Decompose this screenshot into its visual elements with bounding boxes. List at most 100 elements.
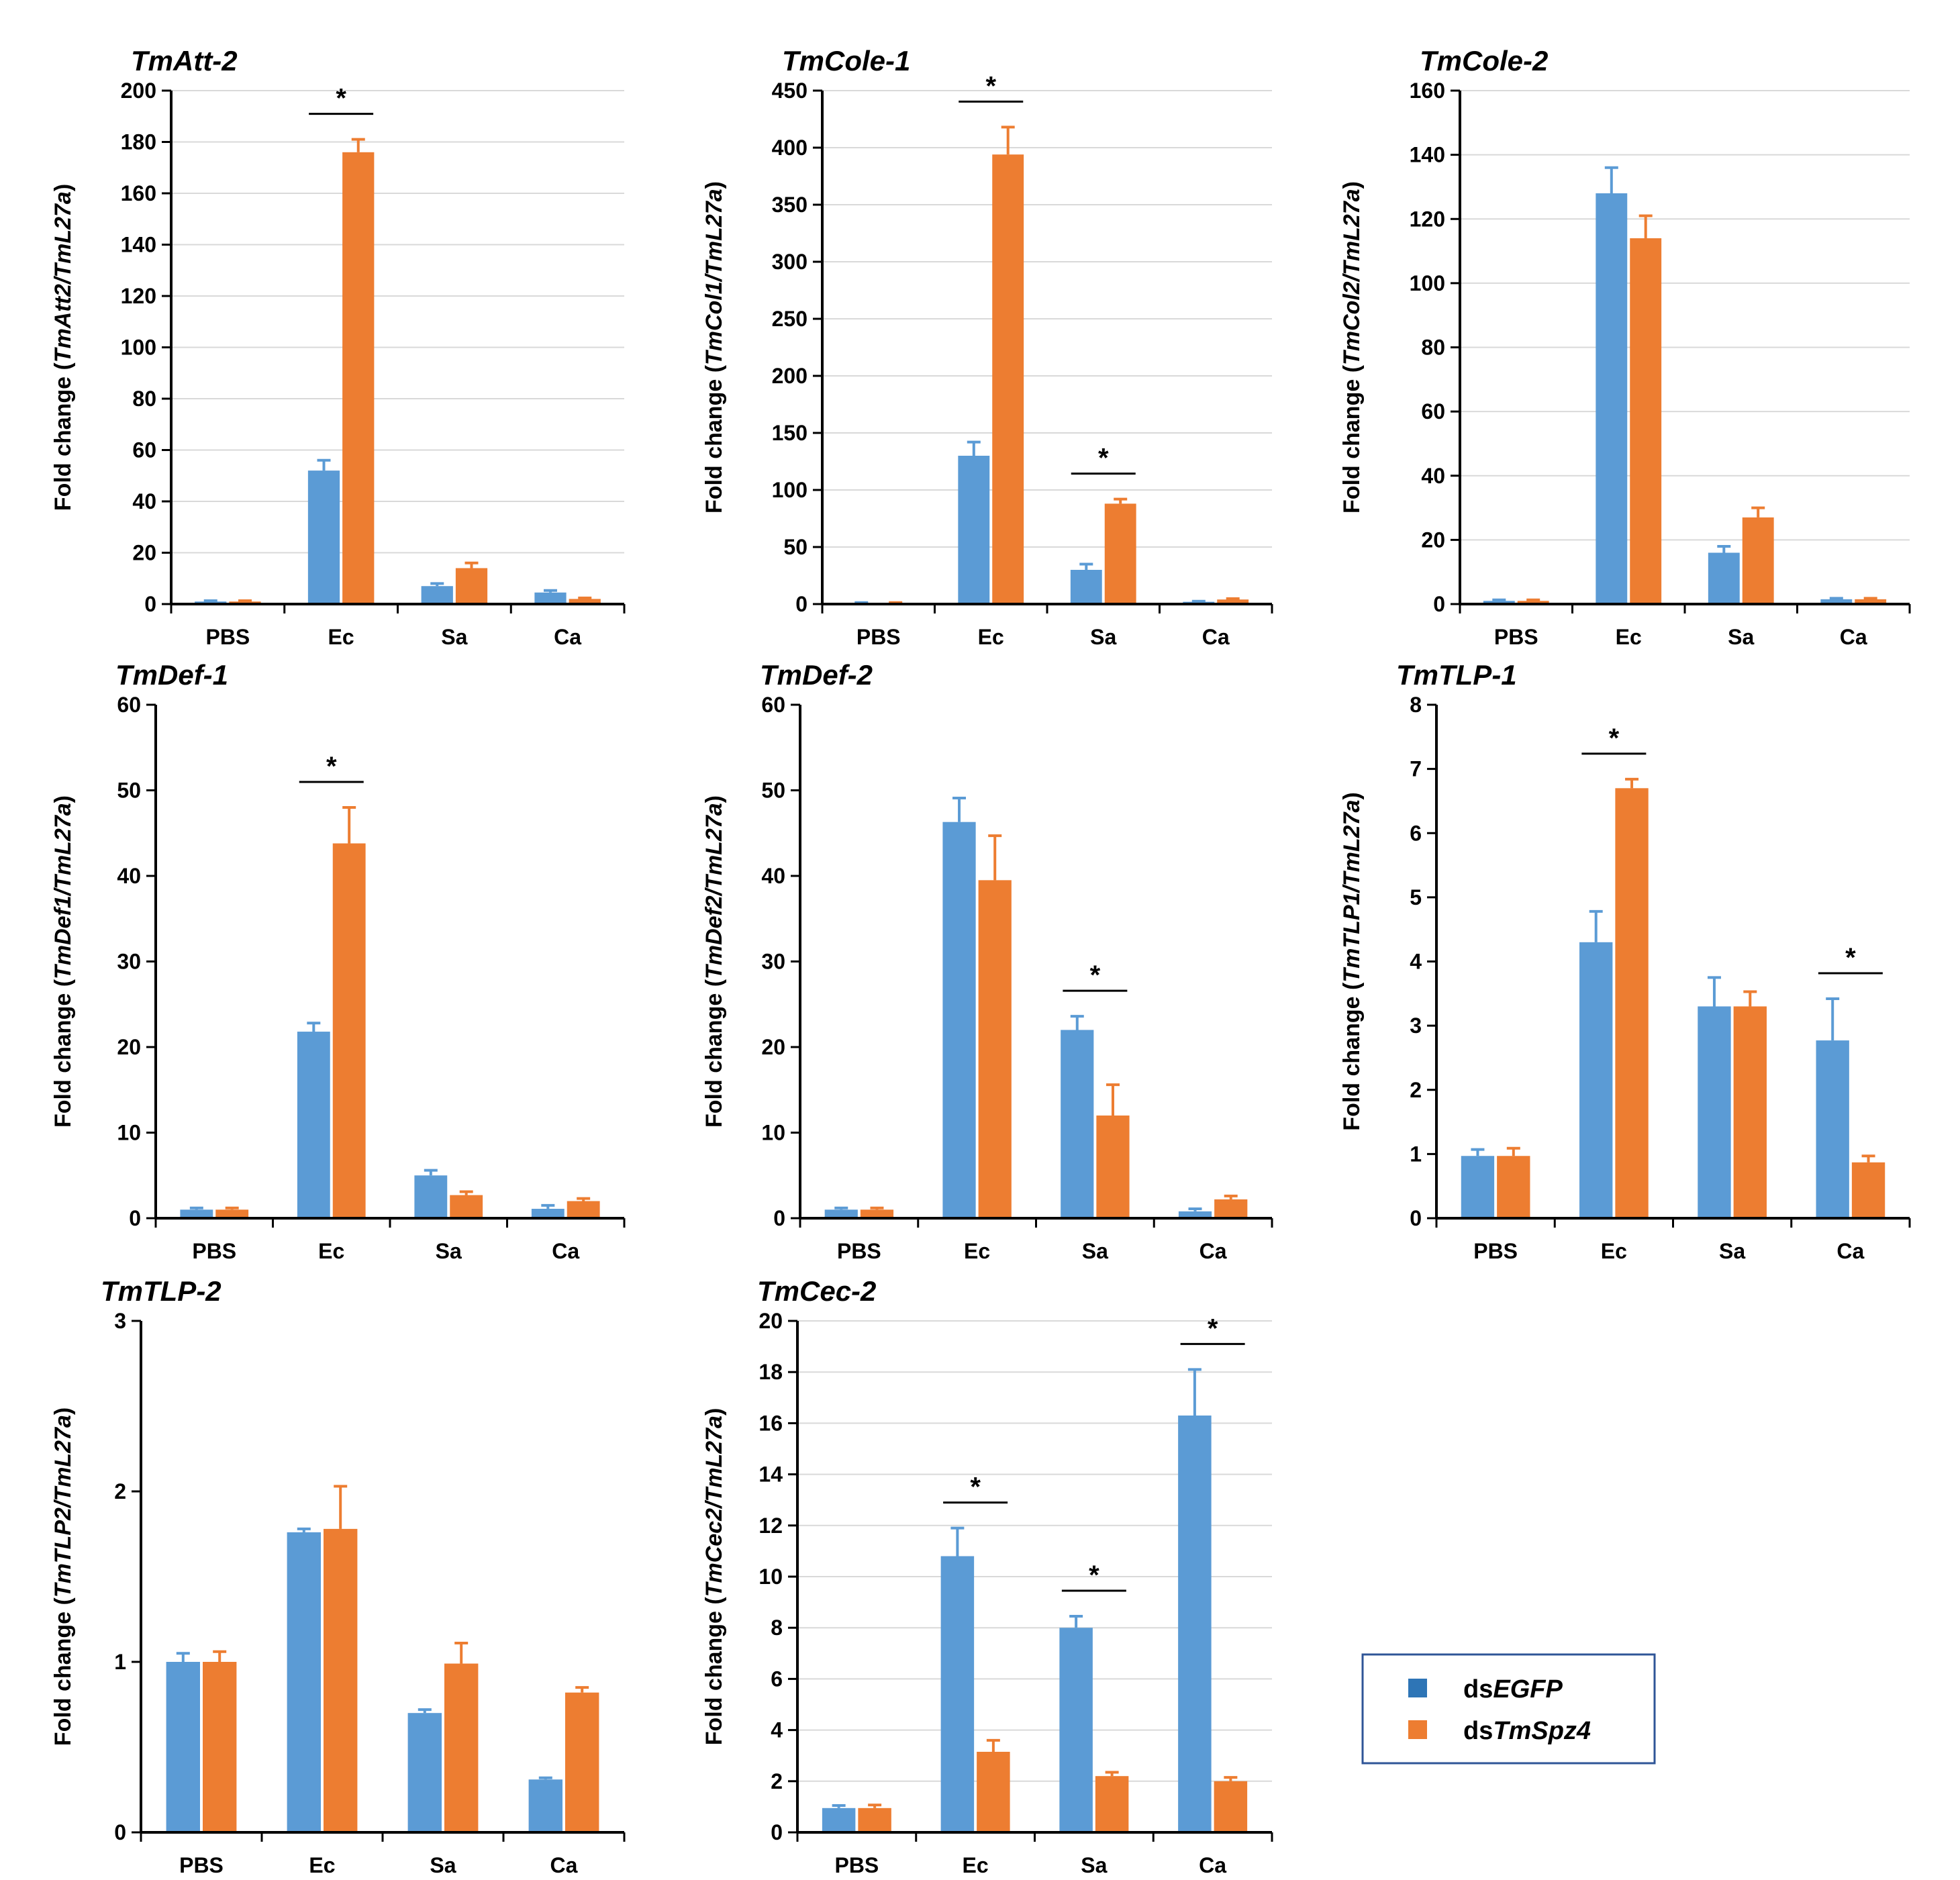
bar <box>958 456 990 604</box>
bar <box>940 1556 975 1832</box>
bar <box>180 1209 213 1218</box>
y-tick-label: 60 <box>132 438 156 462</box>
y-tick-label: 80 <box>1421 336 1445 360</box>
y-tick-label: 18 <box>758 1360 783 1384</box>
y-tick-label: 40 <box>761 864 785 888</box>
chart-title: TmAtt-2 <box>131 45 238 77</box>
y-tick-label: 160 <box>121 181 156 205</box>
bar <box>1214 1781 1248 1832</box>
significance-star: * <box>1089 1561 1099 1590</box>
y-tick-label: 100 <box>121 336 156 360</box>
y-tick-label: 1 <box>1410 1142 1422 1166</box>
x-tick-label: Ec <box>318 1239 344 1263</box>
y-tick-label: 350 <box>772 193 807 217</box>
significance-star: * <box>1090 960 1101 990</box>
bar <box>297 1032 330 1218</box>
y-tick-label: 60 <box>1421 399 1445 424</box>
x-tick-label: Ca <box>1836 1239 1864 1263</box>
significance-star: * <box>336 84 346 113</box>
y-axis-label: Fold change (TmDef1/TmL27a) <box>50 795 76 1128</box>
bar <box>860 1209 894 1218</box>
y-tick-label: 20 <box>132 541 156 565</box>
y-tick-label: 6 <box>1410 821 1422 845</box>
y-tick-label: 0 <box>1433 592 1445 616</box>
bar <box>992 154 1024 604</box>
y-tick-label: 10 <box>758 1565 783 1589</box>
legend-label: dsEGFP <box>1463 1675 1563 1703</box>
y-axis-label: Fold change (TmCol2/TmL27a) <box>1339 181 1365 513</box>
x-tick-label: Ca <box>1199 1853 1226 1877</box>
y-tick-label: 80 <box>132 387 156 411</box>
legend-label: dsTmSpz4 <box>1463 1717 1591 1745</box>
y-tick-label: 20 <box>1421 528 1445 552</box>
bar <box>1698 1006 1731 1218</box>
x-tick-label: Sa <box>1728 625 1754 649</box>
x-tick-label: Ec <box>328 625 354 649</box>
chart-panel: 0 1 2 3 PBS Ec Sa Ca TmTLP-2 Fold change (TmTLP2/… <box>50 1275 626 1877</box>
y-tick-label: 200 <box>772 364 807 388</box>
significance-star: * <box>326 752 337 781</box>
y-tick-label: 20 <box>117 1035 141 1059</box>
y-tick-label: 16 <box>758 1411 783 1435</box>
x-tick-label: PBS <box>856 625 901 649</box>
bar <box>407 1713 442 1832</box>
x-tick-label: PBS <box>834 1853 879 1877</box>
x-tick-label: Ec <box>1601 1239 1627 1263</box>
y-tick-label: 140 <box>121 233 156 257</box>
y-tick-label: 3 <box>114 1309 126 1333</box>
y-axis-label: Fold change (TmCol1/TmL27a) <box>701 181 727 513</box>
y-tick-label: 0 <box>773 1206 785 1230</box>
bar <box>1816 1040 1849 1218</box>
bar <box>307 471 340 604</box>
y-tick-label: 12 <box>758 1514 783 1538</box>
x-tick-label: Sa <box>436 1239 462 1263</box>
x-tick-label: Ca <box>1202 625 1230 649</box>
y-tick-label: 120 <box>121 284 156 308</box>
bar <box>1104 503 1136 604</box>
bar <box>1214 1199 1248 1218</box>
x-tick-label: Sa <box>1719 1239 1745 1263</box>
x-tick-label: Sa <box>1081 1853 1107 1877</box>
y-axis-label: Fold change (TmCec2/TmL27a) <box>701 1408 727 1746</box>
x-tick-label: Ca <box>1840 625 1867 649</box>
y-axis-label: Fold change (TmAtt2/TmL27a) <box>50 184 76 511</box>
chart-panel: * * 0 1 2 3 4 5 6 7 8 PBS Ec Sa Ca TmTLP-1 Fold change (… <box>1339 659 1911 1263</box>
bar <box>565 1692 599 1832</box>
bar <box>1851 1162 1885 1218</box>
chart-panel: * 0 10 20 30 40 50 60 PBS Ec Sa Ca TmDef-2 Fold chang… <box>701 659 1273 1263</box>
bar <box>332 843 366 1218</box>
chart-title: TmCole-2 <box>1420 45 1548 77</box>
bar <box>1630 238 1662 604</box>
x-tick-label: Ec <box>978 625 1004 649</box>
bar <box>421 586 453 604</box>
bar <box>1095 1776 1129 1832</box>
bar <box>444 1663 479 1832</box>
x-tick-label: Ec <box>963 1853 989 1877</box>
y-tick-label: 10 <box>761 1121 785 1145</box>
y-tick-label: 60 <box>117 693 141 717</box>
chart-panel: * * 0 50 100 150 200 250 300 350 400 450 PBS Ec Sa Ca Tm… <box>701 45 1273 649</box>
y-tick-label: 40 <box>117 864 141 888</box>
bar <box>822 1808 856 1832</box>
bar <box>977 1751 1010 1832</box>
legend-swatch <box>1408 1679 1427 1697</box>
x-tick-label: Sa <box>1082 1239 1108 1263</box>
chart-title: TmTLP-1 <box>1396 659 1517 691</box>
x-tick-label: PBS <box>179 1853 224 1877</box>
significance-star: * <box>1845 943 1856 973</box>
x-tick-label: PBS <box>1494 625 1538 649</box>
y-tick-label: 5 <box>1410 885 1422 909</box>
y-tick-label: 4 <box>1410 950 1422 974</box>
legend-swatch <box>1408 1720 1427 1739</box>
y-tick-label: 300 <box>772 250 807 274</box>
bar <box>1178 1211 1212 1218</box>
bar <box>1615 788 1649 1218</box>
chart-title: TmCole-1 <box>782 45 910 77</box>
legend-box <box>1361 1653 1656 1765</box>
bar <box>978 880 1012 1218</box>
chart-panel: 0 20 40 60 80 100 120 140 160 PBS Ec Sa Ca TmCole-2 Fo… <box>1339 45 1911 649</box>
bar <box>166 1662 200 1832</box>
y-tick-label: 8 <box>1410 693 1422 717</box>
y-tick-label: 200 <box>121 79 156 103</box>
bar <box>824 1209 858 1218</box>
